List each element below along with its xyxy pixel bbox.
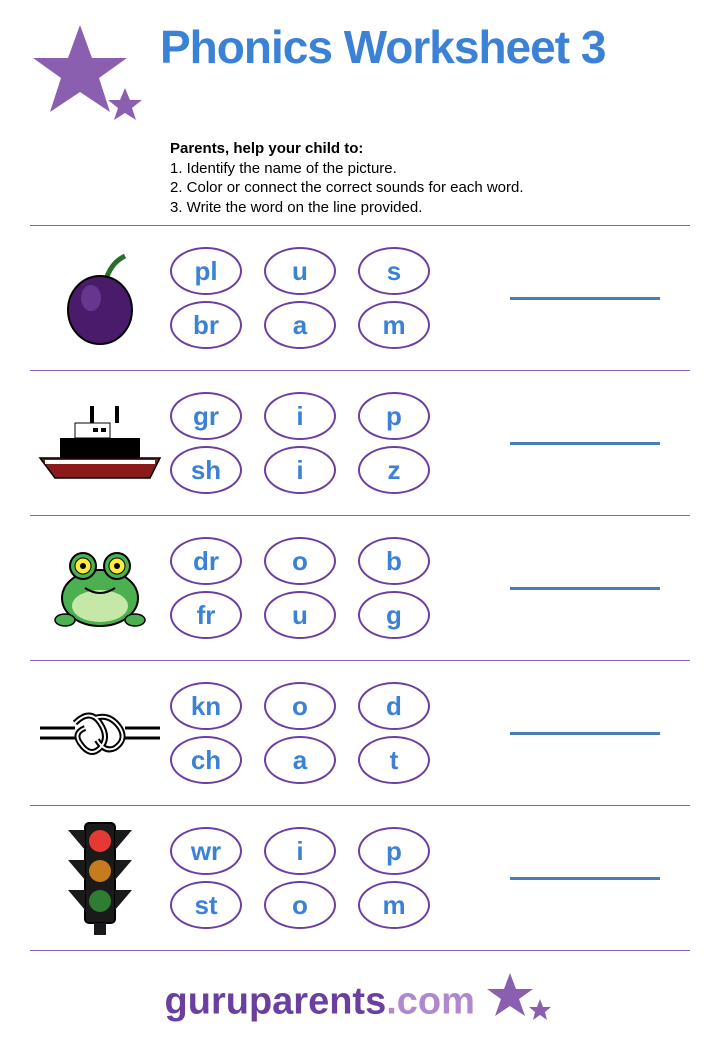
sound-bubble[interactable]: fr [170,591,242,639]
star-icon [30,20,150,135]
sound-bubble[interactable]: dr [170,537,242,585]
answer-line[interactable] [510,732,660,735]
answer-line[interactable] [510,587,660,590]
star-icon [485,971,555,1036]
answer-line[interactable] [510,297,660,300]
brand-name: guruparents [165,981,387,1023]
exercise-row: dr o b fr u g [30,515,690,660]
instructions: Parents, help your child to: 1. Identify… [170,139,690,217]
exercise-row: pl u s br a m [30,225,690,370]
instruction-step: 1. Identify the name of the picture. [170,159,690,179]
picture-ship [30,398,170,488]
header: Phonics Worksheet 3 [30,20,690,135]
sound-bubble[interactable]: o [264,682,336,730]
instruction-step: 3. Write the word on the line provided. [170,198,690,218]
sound-bubble[interactable]: o [264,537,336,585]
sound-bubble[interactable]: p [358,392,430,440]
exercise-row: wr i p st o m [30,805,690,951]
sound-bubble[interactable]: wr [170,827,242,875]
picture-frog [30,538,170,638]
sound-bubble[interactable]: m [358,881,430,929]
sound-bubble[interactable]: gr [170,392,242,440]
instruction-step: 2. Color or connect the correct sounds f… [170,178,690,198]
sound-bubble[interactable]: a [264,301,336,349]
sound-bubble[interactable]: i [264,392,336,440]
sound-bubble[interactable]: i [264,827,336,875]
picture-knot [30,698,170,768]
sound-bubble[interactable]: s [358,247,430,295]
answer-line[interactable] [510,877,660,880]
worksheet-page: Phonics Worksheet 3 Parents, help your c… [0,0,720,1056]
sound-bubble[interactable]: d [358,682,430,730]
sound-bubble[interactable]: a [264,736,336,784]
sound-bubbles: kn o d ch a t [170,676,490,790]
sound-bubble[interactable]: sh [170,446,242,494]
sound-bubble[interactable]: o [264,881,336,929]
sound-bubble[interactable]: p [358,827,430,875]
picture-stoplight [30,818,170,938]
instructions-heading: Parents, help your child to: [170,139,690,159]
sound-bubble[interactable]: pl [170,247,242,295]
sound-bubbles: pl u s br a m [170,241,490,355]
sound-bubbles: dr o b fr u g [170,531,490,645]
exercise-row: kn o d ch a t [30,660,690,805]
footer: guruparents.com [30,971,690,1036]
sound-bubble[interactable]: g [358,591,430,639]
page-title: Phonics Worksheet 3 [160,20,605,74]
exercise-rows: pl u s br a m [30,225,690,951]
sound-bubble[interactable]: t [358,736,430,784]
answer-line[interactable] [510,442,660,445]
sound-bubble[interactable]: br [170,301,242,349]
brand-suffix: .com [386,981,475,1023]
sound-bubble[interactable]: z [358,446,430,494]
sound-bubble[interactable]: u [264,591,336,639]
sound-bubble[interactable]: i [264,446,336,494]
sound-bubble[interactable]: b [358,537,430,585]
sound-bubble[interactable]: st [170,881,242,929]
sound-bubbles: gr i p sh i z [170,386,490,500]
sound-bubbles: wr i p st o m [170,821,490,935]
picture-plum [30,248,170,348]
exercise-row: gr i p sh i z [30,370,690,515]
sound-bubble[interactable]: kn [170,682,242,730]
sound-bubble[interactable]: m [358,301,430,349]
sound-bubble[interactable]: ch [170,736,242,784]
sound-bubble[interactable]: u [264,247,336,295]
